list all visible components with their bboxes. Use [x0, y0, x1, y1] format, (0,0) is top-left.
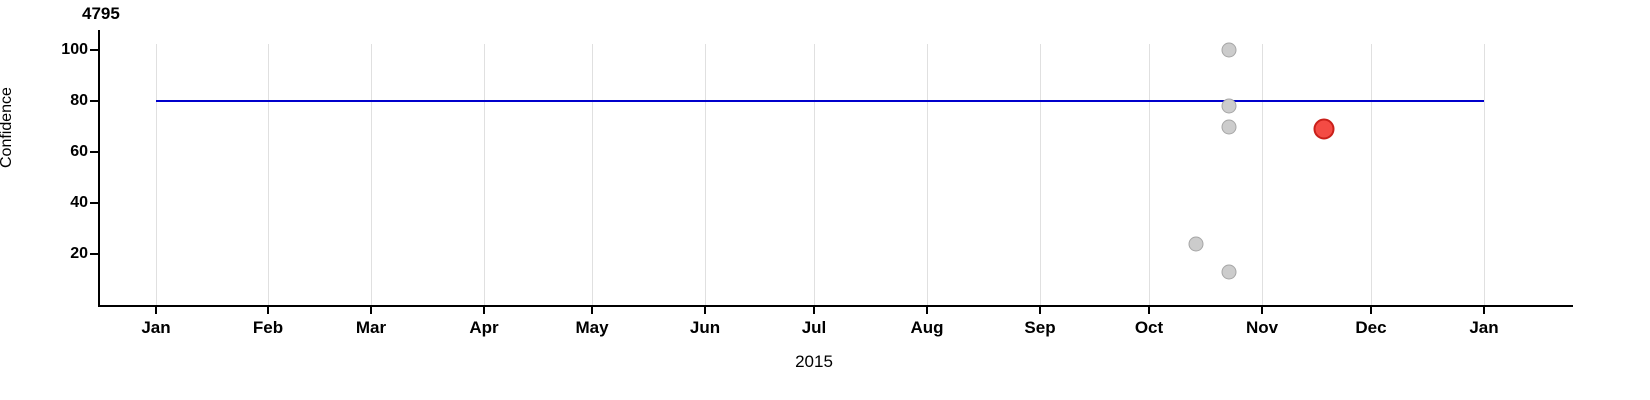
y-tick-label-20: 20 — [70, 245, 88, 263]
y-tick-label-100: 100 — [61, 41, 88, 59]
data-point-observations-0[interactable] — [1221, 42, 1237, 58]
x-tick-mark-1 — [267, 305, 269, 314]
gridline-dec-11 — [1371, 44, 1372, 305]
chart-title: 4795 — [82, 4, 120, 23]
gridline-mar-2 — [371, 44, 372, 305]
y-tick-mark-40 — [90, 202, 99, 205]
x-tick-label-feb-1: Feb — [252, 318, 284, 337]
data-point-observations-4[interactable] — [1221, 264, 1237, 280]
x-tick-label-nov-10: Nov — [1245, 318, 1279, 337]
gridline-feb-1 — [268, 44, 269, 305]
x-tick-label-mar-2: Mar — [355, 318, 387, 337]
y-tick-label-40: 40 — [70, 194, 88, 212]
gridline-nov-10 — [1262, 44, 1263, 305]
y-tick-mark-80 — [90, 100, 99, 103]
gridline-may-4 — [592, 44, 593, 305]
x-tick-mark-10 — [1261, 305, 1263, 314]
x-tick-mark-8 — [1039, 305, 1041, 314]
x-tick-mark-6 — [813, 305, 815, 314]
x-tick-label-apr-3: Apr — [469, 318, 499, 337]
x-tick-mark-2 — [370, 305, 372, 314]
x-tick-mark-11 — [1370, 305, 1372, 314]
x-axis-line — [98, 305, 1573, 307]
x-tick-mark-0 — [155, 305, 157, 314]
data-point-observations-1[interactable] — [1221, 98, 1237, 114]
gridline-sep-8 — [1040, 44, 1041, 305]
data-point-observations-3[interactable] — [1188, 236, 1204, 252]
data-point-observations-2[interactable] — [1221, 119, 1237, 135]
x-tick-mark-12 — [1483, 305, 1485, 314]
x-tick-label-aug-7: Aug — [910, 318, 944, 337]
x-tick-label-may-4: May — [575, 318, 609, 337]
x-tick-mark-4 — [591, 305, 593, 314]
gridline-jun-5 — [705, 44, 706, 305]
gridline-aug-7 — [927, 44, 928, 305]
x-tick-mark-3 — [483, 305, 485, 314]
gridline-jul-6 — [814, 44, 815, 305]
gridline-jan-0 — [156, 44, 157, 305]
data-point-highlighted-observation-0[interactable] — [1313, 118, 1335, 140]
x-tick-label-sep-8: Sep — [1024, 318, 1056, 337]
x-tick-mark-5 — [704, 305, 706, 314]
y-axis-title: Confidence — [0, 87, 15, 168]
x-tick-mark-7 — [926, 305, 928, 314]
x-tick-label-jan-12: Jan — [1469, 318, 1499, 337]
reference-line-confidence-threshold — [156, 100, 1484, 103]
gridline-apr-3 — [484, 44, 485, 305]
gridline-jan-12 — [1484, 44, 1485, 305]
x-tick-label-jun-5: Jun — [689, 318, 721, 337]
y-tick-mark-100 — [90, 49, 99, 52]
x-tick-label-jul-6: Jul — [801, 318, 827, 337]
x-tick-label-dec-11: Dec — [1355, 318, 1387, 337]
y-tick-label-80: 80 — [70, 92, 88, 110]
x-tick-label-jan-0: Jan — [141, 318, 171, 337]
y-tick-label-60: 60 — [70, 143, 88, 161]
x-axis-title: 2015 — [795, 352, 833, 371]
gridline-oct-9 — [1149, 44, 1150, 305]
x-tick-mark-9 — [1148, 305, 1150, 314]
y-tick-mark-60 — [90, 151, 99, 154]
y-axis-line — [98, 30, 100, 307]
x-tick-label-oct-9: Oct — [1134, 318, 1164, 337]
y-tick-mark-20 — [90, 253, 99, 256]
